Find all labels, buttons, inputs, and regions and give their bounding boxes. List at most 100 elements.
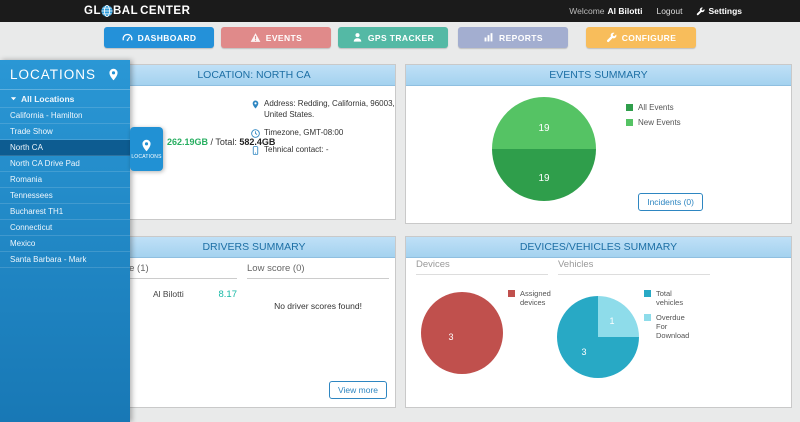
settings-label: Settings — [708, 6, 742, 16]
settings-button[interactable]: Settings — [696, 6, 742, 16]
devices-subheader: Devices — [416, 259, 548, 275]
legend-swatch — [626, 104, 633, 111]
welcome-text: Welcome Al Bilotti — [569, 6, 642, 16]
vehicles-subheader: Vehicles — [558, 259, 710, 275]
events-summary-panel: EVENTS SUMMARY 19 19 All Events New Even… — [405, 64, 792, 224]
logout-link[interactable]: Logout — [656, 6, 683, 16]
legend-swatch — [644, 290, 651, 297]
legend-item-assigned-devices: Assigned devices — [508, 289, 562, 307]
logo-text: BAL — [112, 5, 139, 17]
legend-label: Overdue For Download — [656, 313, 690, 340]
app-logo: GL BAL CENTER — [84, 5, 190, 17]
drivers-summary-panel: DRIVERS SUMMARY High score (1) Low score… — [89, 236, 396, 408]
legend-swatch — [626, 119, 633, 126]
caret-down-icon — [10, 97, 17, 101]
sidebar-item-trade-show[interactable]: Trade Show — [0, 124, 130, 140]
sidebar-item-bucharest-th1[interactable]: Bucharest TH1 — [0, 204, 130, 220]
drivers-panel-title: DRIVERS SUMMARY — [113, 237, 395, 258]
location-panel: LOCATION: NORTH CA 262.19GB / Total: 582… — [112, 64, 396, 220]
username: Al Bilotti — [607, 6, 643, 16]
pie-value-devices: 3 — [448, 332, 453, 342]
top-bar: GL BAL CENTER Welcome Al Bilotti Logout … — [0, 0, 800, 22]
sidebar-item-tennessees[interactable]: Tennessees — [0, 188, 130, 204]
nav-dashboard-button[interactable]: DASHBOARD — [104, 27, 214, 48]
locations-sidebar: LOCATIONS All Locations California - Ham… — [0, 60, 130, 422]
legend-swatch — [508, 290, 515, 297]
driver-score: 8.17 — [218, 289, 238, 300]
welcome-prefix: Welcome — [569, 6, 605, 16]
pie-value-overdue: 1 — [609, 316, 614, 326]
nav-label: EVENTS — [265, 32, 303, 43]
nav-configure-button[interactable]: CONFIGURE — [586, 27, 696, 48]
dashboard-icon — [122, 33, 133, 42]
sidebar-item-romania[interactable]: Romania — [0, 172, 130, 188]
warning-icon — [250, 33, 261, 42]
pin-icon — [142, 139, 151, 151]
contact-row: Tehnical contact: - — [251, 145, 401, 156]
vehicles-pie-chart: 3 1 — [557, 296, 639, 378]
pin-icon — [252, 100, 259, 109]
sidebar-item-north-ca-drive-pad[interactable]: North CA Drive Pad — [0, 156, 130, 172]
legend-label: Total vehicles — [656, 289, 684, 307]
incidents-button[interactable]: Incidents (0) — [638, 193, 703, 211]
legend-label: All Events — [638, 103, 674, 112]
wrench-icon — [697, 7, 705, 15]
nav-label: GPS TRACKER — [367, 32, 435, 43]
legend-label: Assigned devices — [520, 289, 551, 307]
pie-value-all-events: 19 — [538, 173, 550, 184]
events-panel-title: EVENTS SUMMARY — [406, 65, 791, 86]
low-score-header: Low score (0) — [247, 263, 389, 279]
sidebar-item-north-ca[interactable]: North CA — [0, 140, 130, 156]
legend-item-total-vehicles: Total vehicles — [644, 289, 698, 307]
sidebar-item-california-hamilton[interactable]: California - Hamilton — [0, 108, 130, 124]
nav-label: CONFIGURE — [621, 32, 677, 43]
events-legend: All Events New Events — [626, 103, 681, 133]
address-text: Address: Redding, California, 96003, Uni… — [264, 99, 395, 119]
sidebar-item-santa-barbara-mark[interactable]: Santa Barbara - Mark — [0, 252, 130, 268]
locations-toggle-tab[interactable]: LOCATIONS — [130, 127, 163, 171]
devices-panel-title: DEVICES/VEHICLES SUMMARY — [406, 237, 791, 258]
topbar-right-group: Welcome Al Bilotti Logout Settings — [569, 6, 742, 16]
main-nav: DASHBOARD EVENTS GPS TRACKER REPORTS CON… — [104, 27, 703, 48]
pin-icon — [109, 68, 118, 81]
phone-icon — [252, 146, 259, 156]
storage-separator: / Total: — [208, 137, 240, 147]
legend-item-overdue-download: Overdue For Download — [644, 313, 698, 340]
storage-usage: 262.19GB / Total: 582.4GB — [167, 137, 275, 147]
nav-reports-button[interactable]: REPORTS — [458, 27, 568, 48]
sidebar-item-label: All Locations — [21, 93, 75, 104]
contact-text: Tehnical contact: - — [264, 145, 329, 155]
devices-vehicles-panel: DEVICES/VEHICLES SUMMARY Devices Vehicle… — [405, 236, 792, 408]
vehicles-legend: Total vehicles Overdue For Download — [644, 289, 698, 346]
sidebar-item-all-locations[interactable]: All Locations — [0, 90, 130, 108]
sidebar-item-connecticut[interactable]: Connecticut — [0, 220, 130, 236]
storage-used: 262.19GB — [167, 137, 209, 147]
person-icon — [353, 33, 362, 42]
report-icon — [484, 33, 493, 42]
nav-gps-tracker-button[interactable]: GPS TRACKER — [338, 27, 448, 48]
legend-label: New Events — [638, 118, 681, 127]
storage-total: 582.4GB — [239, 137, 276, 147]
sidebar-item-mexico[interactable]: Mexico — [0, 236, 130, 252]
nav-events-button[interactable]: EVENTS — [221, 27, 331, 48]
timezone-text: Timezone, GMT-08:00 — [264, 127, 344, 137]
logo-text: CENTER — [140, 5, 191, 17]
no-scores-message: No driver scores found! — [274, 301, 362, 311]
pie-value-total-vehicles: 3 — [581, 347, 586, 357]
location-info: Address: Redding, California, 96003, Uni… — [251, 99, 401, 163]
wrench-icon — [606, 32, 617, 43]
legend-item-new-events: New Events — [626, 118, 681, 127]
devices-pie-chart: 3 — [421, 292, 503, 374]
address-row: Address: Redding, California, 96003, Uni… — [251, 99, 401, 121]
clock-icon — [251, 128, 260, 138]
legend-item-all-events: All Events — [626, 103, 681, 112]
nav-label: REPORTS — [499, 32, 543, 43]
driver-name: Al Bilotti — [153, 289, 184, 299]
sidebar-title: LOCATIONS — [10, 67, 97, 82]
globe-icon — [101, 5, 113, 17]
driver-score-row[interactable]: Al Bilotti 8.17 — [153, 289, 237, 300]
view-more-button[interactable]: View more — [329, 381, 387, 399]
events-pie-chart: 19 19 — [492, 97, 596, 201]
nav-label: DASHBOARD — [137, 32, 197, 43]
legend-swatch — [644, 314, 651, 321]
